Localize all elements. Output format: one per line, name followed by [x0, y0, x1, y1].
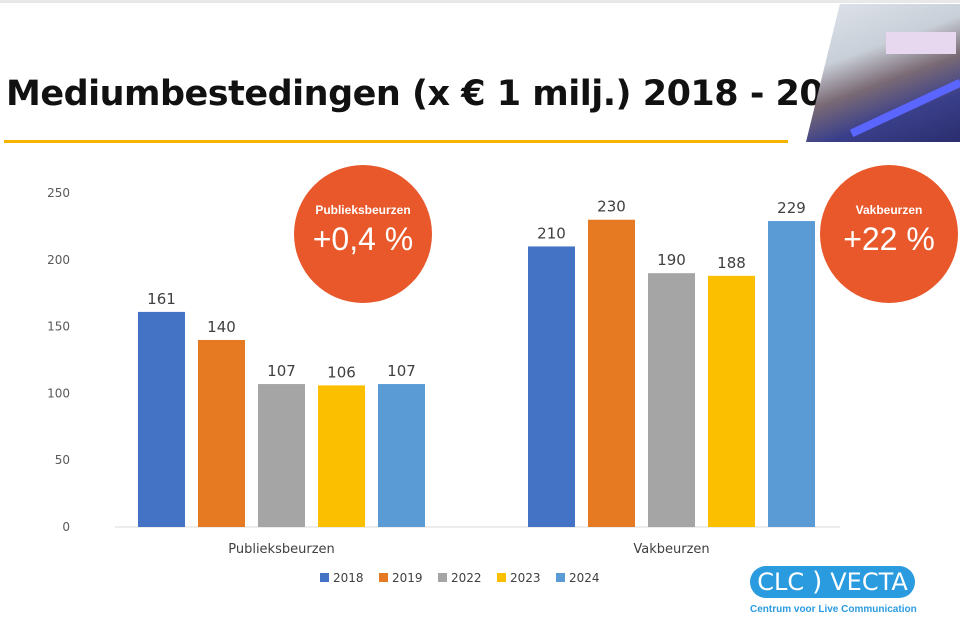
data-label: 140 [207, 318, 236, 336]
legend-swatch [556, 573, 565, 582]
callout-label: Vakbeurzen [855, 203, 923, 217]
bar-2024 [378, 384, 425, 527]
data-label: 188 [717, 254, 746, 272]
title-underline [4, 140, 788, 143]
data-label: 210 [537, 224, 566, 242]
legend-swatch [320, 573, 329, 582]
legend-label: 2023 [510, 571, 541, 585]
data-label: 106 [327, 363, 356, 381]
bar-2022 [648, 273, 695, 527]
legend-swatch [438, 573, 447, 582]
logo-left: CLC [757, 568, 805, 596]
y-tick-label: 200 [47, 253, 70, 267]
y-tick-label: 100 [47, 386, 70, 400]
y-tick-label: 50 [55, 453, 70, 467]
logo-tagline: Centrum voor Live Communication [750, 604, 917, 615]
bar-2019 [198, 339, 245, 527]
logo-right: VECTA [830, 568, 908, 596]
data-label: 161 [147, 290, 176, 308]
bar-2018 [138, 311, 185, 527]
data-label: 190 [657, 251, 686, 269]
y-tick-label: 0 [62, 520, 70, 534]
legend-label: 2019 [392, 571, 423, 585]
bar-2022 [258, 384, 305, 527]
legend-swatch [497, 573, 506, 582]
callout-value: +22 % [843, 221, 935, 257]
callout-value: +0,4 % [312, 221, 414, 257]
legend-swatch [379, 573, 388, 582]
legend-label: 2024 [569, 571, 600, 585]
top-border [0, 0, 960, 3]
bar-2023 [318, 385, 365, 527]
data-label: 107 [387, 362, 416, 380]
legend-label: 2022 [451, 571, 482, 585]
x-category-label: Publieksbeurzen [228, 542, 335, 557]
bar-2023 [708, 275, 755, 527]
legend-label: 2018 [333, 571, 364, 585]
bar-2024 [768, 221, 815, 527]
data-label: 107 [267, 362, 296, 380]
page-title: Mediumbestedingen (x € 1 milj.) 2018 - 2… [6, 74, 871, 114]
callout-label: Publieksbeurzen [315, 203, 411, 217]
data-label: 229 [777, 199, 806, 217]
y-tick-label: 150 [47, 320, 70, 334]
y-tick-label: 250 [47, 186, 70, 200]
clc-vecta-logo: CLC) VECTA [750, 566, 915, 598]
bar-2019 [588, 219, 635, 527]
callout-vakbeurzen: Vakbeurzen +22 % [820, 165, 958, 303]
bar-2018 [528, 246, 575, 527]
data-label: 230 [597, 198, 626, 216]
x-category-label: Vakbeurzen [633, 542, 709, 557]
callout-publieksbeurzen: Publieksbeurzen +0,4 % [294, 165, 432, 303]
